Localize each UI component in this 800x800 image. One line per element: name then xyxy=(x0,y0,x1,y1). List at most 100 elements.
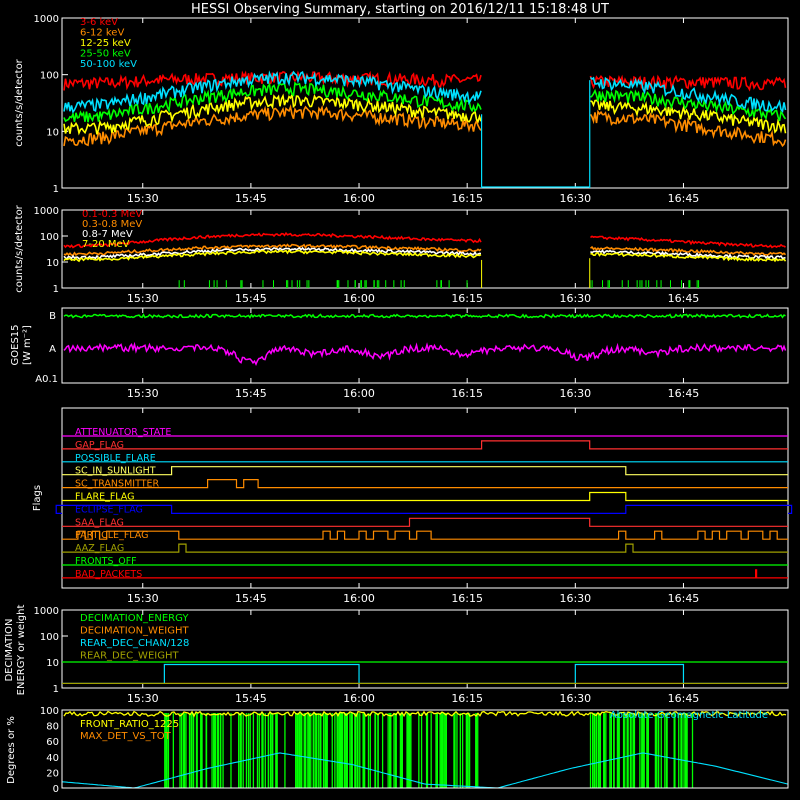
x-tick-label: 16:45 xyxy=(668,592,700,605)
y-tick-label: A xyxy=(49,344,56,355)
x-tick-label: 16:30 xyxy=(559,592,591,605)
x-tick-label: 15:45 xyxy=(235,692,267,705)
legend-entry: 7-20 MeV xyxy=(82,239,130,250)
y-tick-label: 20 xyxy=(46,768,59,779)
legend-entry: 50-100 keV xyxy=(80,59,137,70)
y-axis-label: counts/s/detector xyxy=(14,204,25,292)
legend-entry: REAR_DEC_WEIGHT xyxy=(80,651,179,662)
flag-label: ATTENUATOR_STATE xyxy=(75,427,171,438)
x-tick-label: 16:15 xyxy=(451,692,483,705)
y-tick-label: 1000 xyxy=(34,206,59,217)
y-tick-label: 1 xyxy=(53,184,59,195)
xray-series-line xyxy=(63,70,787,114)
xray-series-line xyxy=(63,81,787,123)
x-tick-label: 16:45 xyxy=(668,292,700,305)
flag-line xyxy=(62,543,788,553)
flag-line xyxy=(55,504,793,514)
x-tick-label: 15:30 xyxy=(127,592,159,605)
decimation-line xyxy=(62,663,788,685)
y-axis-label: GOES15 xyxy=(10,324,21,365)
flag-label: FLARE_FLAG xyxy=(75,492,135,503)
y-tick-label: 1000 xyxy=(34,606,59,617)
x-tick-label: 16:15 xyxy=(451,592,483,605)
y-tick-label: 80 xyxy=(46,722,59,733)
gamma-series-line xyxy=(63,243,787,257)
panel-frame-2 xyxy=(61,209,789,289)
x-tick-label: 16:30 xyxy=(559,692,591,705)
x-tick-label: 16:30 xyxy=(559,387,591,400)
legend-entry: 0.8-7 MeV xyxy=(82,229,133,240)
x-tick-label: 16:45 xyxy=(668,387,700,400)
y-axis-label: ENERGY or weight xyxy=(16,605,27,696)
flag-label: SC_IN_SUNLIGHT xyxy=(75,466,156,477)
x-tick-label: 15:45 xyxy=(235,592,267,605)
legend-entry: 0.3-0.8 MeV xyxy=(82,219,142,230)
y-axis-label: Flags xyxy=(32,485,43,511)
legend-entry: DECIMATION_ENERGY xyxy=(80,613,189,624)
x-tick-label: 16:15 xyxy=(451,192,483,205)
flag-line xyxy=(62,440,788,450)
flag-label: SAA_FLAG xyxy=(75,517,124,528)
flag-line xyxy=(62,479,788,489)
x-tick-label: 15:30 xyxy=(127,292,159,305)
x-tick-label: 15:45 xyxy=(235,192,267,205)
chart-title: HESSI Observing Summary, starting on 201… xyxy=(191,2,609,17)
y-tick-label: 0 xyxy=(53,784,59,795)
geomagnetic-latitude-line xyxy=(61,752,789,789)
y-tick-label: 100 xyxy=(40,706,59,717)
x-tick-label: 16:30 xyxy=(559,292,591,305)
flag-label: BAD_PACKETS xyxy=(75,569,142,580)
legend-entry: 12-25 keV xyxy=(80,38,131,49)
flag-line xyxy=(62,466,788,476)
y-tick-label: 40 xyxy=(46,753,59,764)
x-tick-label: 16:45 xyxy=(668,692,700,705)
x-tick-label: 16:15 xyxy=(451,292,483,305)
y-axis-label: DECIMATION xyxy=(4,618,15,681)
y-tick-label: 10 xyxy=(46,258,59,269)
x-tick-label: 16:00 xyxy=(343,292,375,305)
flag-line xyxy=(62,491,788,502)
xray-series-line xyxy=(63,92,787,136)
y-tick-label: 100 xyxy=(40,632,59,643)
goes-long-line xyxy=(63,313,786,319)
y-axis-label: counts/s/detector xyxy=(14,58,25,146)
gamma-series-line xyxy=(63,231,786,249)
flag-line xyxy=(62,569,788,579)
x-tick-label: 15:30 xyxy=(127,692,159,705)
y-tick-label: 100 xyxy=(40,232,59,243)
flag-label: AAZ_FLAG xyxy=(75,543,124,554)
flag-label: POSSIBLE_FLARE xyxy=(75,453,156,464)
front-ratio-line xyxy=(63,710,787,718)
panel-frame-5 xyxy=(61,609,789,689)
y-tick-label: B xyxy=(49,311,56,322)
goes-short-line xyxy=(63,341,787,367)
legend-entry: REAR_DEC_CHAN/128 xyxy=(80,638,189,649)
panel-frame-6 xyxy=(61,709,789,789)
legend-entry: 0.1-0.3 MeV xyxy=(82,209,142,220)
legend-entry: Absolute Geomagnetic Latitude xyxy=(610,710,768,721)
y-tick-label: 1000 xyxy=(34,14,59,25)
legend-entry: FRONT_RATIO_1225 xyxy=(80,719,179,730)
flag-line xyxy=(62,530,788,540)
flag-label: GAP_FLAG xyxy=(75,440,124,451)
legend-entry: 25-50 keV xyxy=(80,49,131,60)
flag-label: SC_TRANSMITTER xyxy=(75,479,160,490)
y-tick-label: A0.1 xyxy=(35,374,58,385)
y-axis-unit: [W m⁻²] xyxy=(22,325,33,365)
flag-label: PARTICLE_FLAG xyxy=(75,530,148,541)
x-tick-label: 16:00 xyxy=(343,592,375,605)
y-tick-label: 1 xyxy=(53,284,59,295)
x-tick-label: 16:15 xyxy=(451,387,483,400)
y-tick-label: 1 xyxy=(53,684,59,695)
legend-entry: DECIMATION_WEIGHT xyxy=(80,626,189,637)
x-tick-label: 15:45 xyxy=(235,387,267,400)
y-axis-label: Degrees or % xyxy=(6,716,17,784)
gamma-series-line xyxy=(63,249,787,263)
panel-frame-1 xyxy=(61,17,789,189)
panel-frame-3 xyxy=(61,307,789,384)
x-tick-label: 15:30 xyxy=(127,387,159,400)
x-tick-label: 16:00 xyxy=(343,387,375,400)
xray-series-line xyxy=(63,104,787,148)
xray-series-line xyxy=(63,70,787,92)
